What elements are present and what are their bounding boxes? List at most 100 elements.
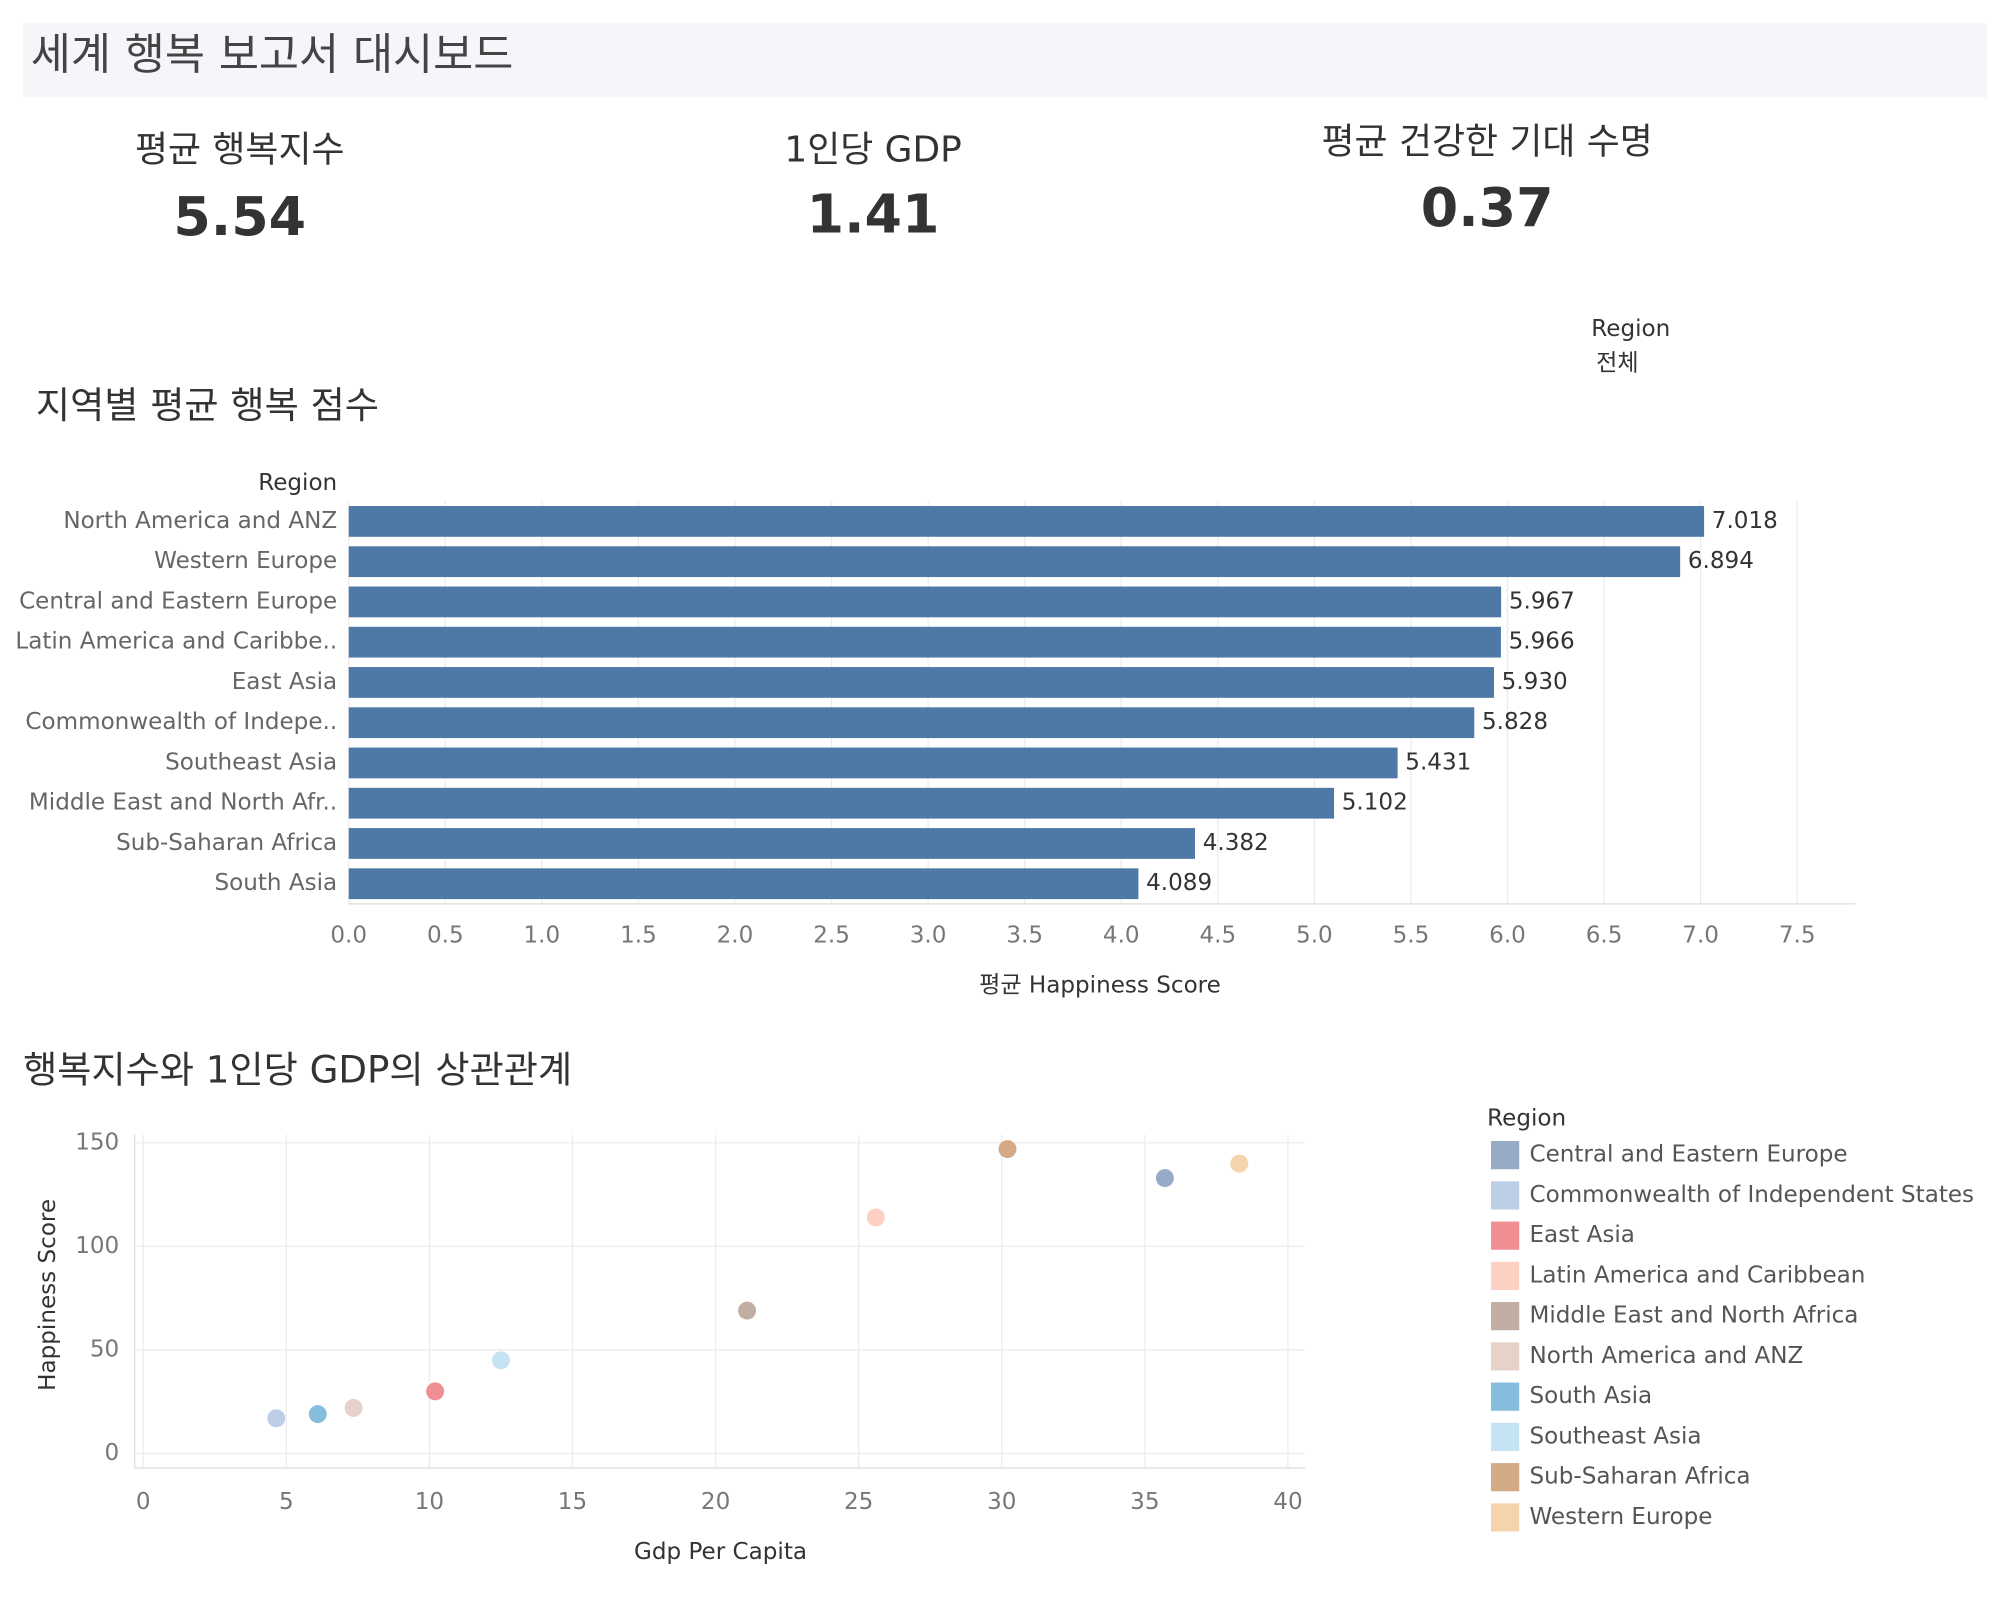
data-label: 5.828 <box>1482 709 1548 735</box>
header-bg <box>23 23 1988 98</box>
x-tick-label: 2.0 <box>717 922 754 948</box>
y-tick-label: Southeast Asia <box>165 749 337 775</box>
legend-label: North America and ANZ <box>1529 1343 1803 1369</box>
legend-label: Southeast Asia <box>1529 1423 1701 1449</box>
legend-label: Latin America and Caribbean <box>1529 1262 1865 1288</box>
legend-swatch <box>1491 1342 1520 1371</box>
legend-title: Region <box>1487 1106 1566 1132</box>
filter-value[interactable]: 전체 <box>1596 351 1638 377</box>
x-tick-label: 0.5 <box>427 922 464 948</box>
data-label: 5.967 <box>1509 588 1575 614</box>
y-tick-label: Western Europe <box>154 548 337 574</box>
y-tick-label: Latin America and Caribbe.. <box>15 629 337 655</box>
y-tick-label: North America and ANZ <box>63 508 337 534</box>
category-title: Region <box>258 470 337 496</box>
bar <box>348 506 1705 537</box>
x-tick-label: 4.5 <box>1199 922 1236 948</box>
x-tick-label: 40 <box>1273 1489 1302 1515</box>
legend-swatch <box>1491 1463 1520 1492</box>
legend-label: Middle East and North Africa <box>1529 1303 1858 1329</box>
title: 세계 행복 보고서 대시보드 <box>31 31 514 81</box>
legend-label: South Asia <box>1529 1383 1652 1409</box>
data-label: 4.382 <box>1203 830 1269 856</box>
point <box>1155 1169 1174 1188</box>
point <box>998 1140 1017 1159</box>
chart-title: 행복지수와 1인당 GDP의 상관관계 <box>23 1047 572 1091</box>
y-tick-label: Commonwealth of Indepe.. <box>25 709 337 735</box>
point <box>491 1351 510 1370</box>
kpi-label: 평균 행복지수 <box>135 129 344 170</box>
legend-swatch <box>1491 1422 1520 1452</box>
point <box>267 1409 286 1428</box>
x-tick-label: 4.0 <box>1103 922 1140 948</box>
x-tick-label: 15 <box>558 1489 587 1515</box>
kpi-value: 0.37 <box>1421 176 1554 239</box>
x-tick-label: 6.0 <box>1489 922 1526 948</box>
bar <box>348 828 1196 859</box>
kpi-label: 1인당 GDP <box>784 129 961 170</box>
kpi-value: 5.54 <box>173 185 306 248</box>
x-tick-label: 1.5 <box>620 922 657 948</box>
x-tick-label: 7.5 <box>1779 922 1816 948</box>
legend-swatch <box>1491 1181 1520 1210</box>
kpi-label: 평균 건강한 기대 수명 <box>1322 122 1653 163</box>
y-tick-label: Central and Eastern Europe <box>19 588 337 614</box>
kpi-value: 1.41 <box>807 183 940 246</box>
bar <box>348 586 1502 618</box>
x-tick-label: 30 <box>987 1489 1016 1515</box>
point <box>866 1208 885 1227</box>
legend-swatch <box>1491 1221 1520 1250</box>
data-label: 4.089 <box>1146 870 1212 896</box>
bar <box>348 667 1494 698</box>
x-tick-label: 5 <box>279 1489 294 1515</box>
x-axis-title: Gdp Per Capita <box>634 1539 807 1565</box>
legend-swatch <box>1491 1141 1520 1170</box>
y-axis-title: Happiness Score <box>35 1199 61 1391</box>
point <box>738 1301 757 1320</box>
legend-label: East Asia <box>1529 1222 1634 1248</box>
y-tick-label: 50 <box>90 1336 119 1362</box>
bar <box>348 787 1335 819</box>
x-tick-label: 3.5 <box>1006 922 1043 948</box>
legend-label: Commonwealth of Independent States <box>1529 1182 1974 1208</box>
y-tick-label: 150 <box>75 1129 119 1155</box>
legend-swatch <box>1491 1503 1520 1532</box>
data-label: 6.894 <box>1688 548 1754 574</box>
legend-swatch <box>1491 1382 1520 1411</box>
y-tick-label: East Asia <box>232 669 337 695</box>
y-tick-label: 0 <box>105 1440 120 1466</box>
x-tick-label: 0 <box>136 1489 151 1515</box>
data-label: 5.431 <box>1405 749 1471 775</box>
x-tick-label: 0.0 <box>330 922 367 948</box>
legend-swatch <box>1491 1302 1520 1331</box>
legend-label: Central and Eastern Europe <box>1529 1142 1847 1168</box>
x-tick-label: 25 <box>844 1489 873 1515</box>
chart-title: 지역별 평균 행복 점수 <box>36 383 379 427</box>
x-tick-label: 2.5 <box>813 922 850 948</box>
x-tick-label: 6.5 <box>1586 922 1623 948</box>
bar <box>348 546 1681 578</box>
x-tick-label: 10 <box>415 1489 444 1515</box>
x-tick-label: 1.0 <box>524 922 561 948</box>
x-tick-label: 20 <box>701 1489 730 1515</box>
data-label: 5.102 <box>1342 790 1408 816</box>
filter-label: Region <box>1591 316 1670 342</box>
point <box>344 1398 363 1417</box>
x-tick-label: 5.5 <box>1393 922 1430 948</box>
x-tick-label: 5.0 <box>1296 922 1333 948</box>
point <box>1230 1154 1249 1173</box>
y-tick-label: 100 <box>75 1233 119 1259</box>
x-tick-label: 7.0 <box>1682 922 1719 948</box>
point <box>426 1382 445 1401</box>
y-tick-label: Middle East and North Afr.. <box>29 790 337 816</box>
point <box>308 1405 327 1424</box>
legend-swatch <box>1491 1261 1520 1290</box>
data-label: 5.930 <box>1502 669 1568 695</box>
bar <box>348 747 1398 779</box>
data-label: 7.018 <box>1712 508 1778 534</box>
x-tick-label: 35 <box>1130 1489 1159 1515</box>
bar <box>348 868 1139 900</box>
legend-label: Sub-Saharan Africa <box>1529 1464 1750 1490</box>
legend-label: Western Europe <box>1529 1504 1712 1530</box>
